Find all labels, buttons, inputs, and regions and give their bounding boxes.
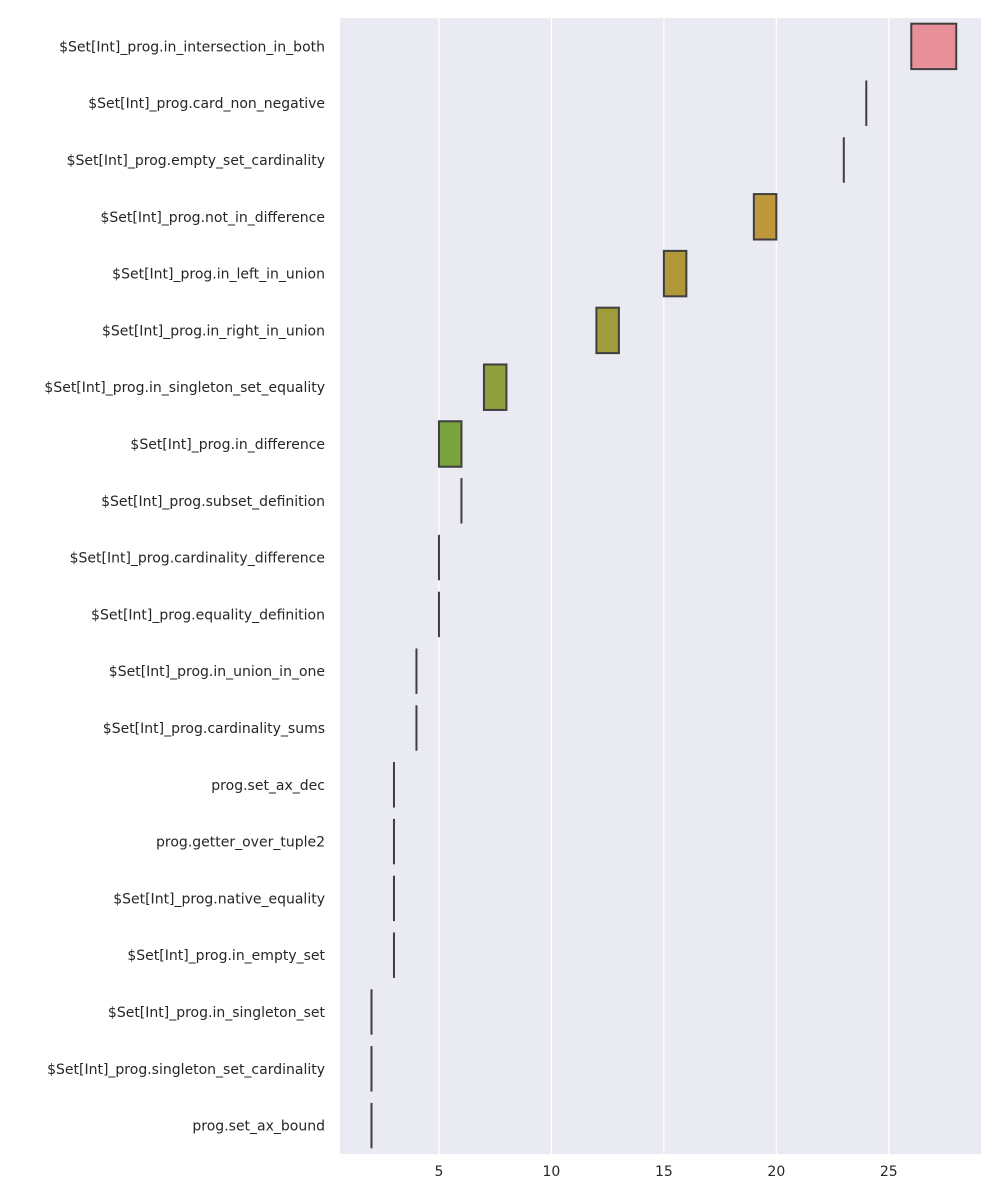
- x-tick-labels: 5 10 15 20 25: [435, 1164, 898, 1180]
- y-tick-label: $Set[Int]_prog.equality_definition: [91, 607, 325, 623]
- box: [437, 420, 463, 468]
- y-tick-label: prog.set_ax_dec: [211, 778, 325, 794]
- y-tick-label: $Set[Int]_prog.in_right_in_union: [102, 323, 325, 339]
- y-tick-label: prog.set_ax_bound: [192, 1119, 325, 1135]
- y-tick-label: $Set[Int]_prog.native_equality: [113, 891, 325, 907]
- y-tick-label: $Set[Int]_prog.in_left_in_union: [112, 267, 325, 283]
- y-tick-label: $Set[Int]_prog.in_singleton_set: [108, 1005, 326, 1021]
- y-tick-label: $Set[Int]_prog.in_difference: [130, 437, 325, 453]
- y-tick-label: prog.getter_over_tuple2: [156, 835, 325, 851]
- y-tick-label: $Set[Int]_prog.singleton_set_cardinality: [47, 1062, 325, 1078]
- x-tick-label: 15: [655, 1164, 673, 1180]
- y-tick-labels: $Set[Int]_prog.in_intersection_in_both $S…: [44, 39, 325, 1134]
- y-tick-label: $Set[Int]_prog.not_in_difference: [100, 210, 325, 226]
- y-tick-label: $Set[Int]_prog.empty_set_cardinality: [67, 153, 325, 169]
- y-tick-label: $Set[Int]_prog.subset_definition: [101, 494, 325, 510]
- box: [595, 306, 620, 355]
- y-tick-label: $Set[Int]_prog.in_union_in_one: [109, 664, 325, 680]
- box: [910, 22, 958, 71]
- box: [482, 363, 508, 411]
- x-tick-label: 10: [543, 1164, 561, 1180]
- y-tick-label: $Set[Int]_prog.card_non_negative: [88, 96, 325, 112]
- boxes: [370, 22, 958, 1149]
- box: [662, 249, 688, 298]
- box: [752, 193, 778, 241]
- y-tick-label: $Set[Int]_prog.in_empty_set: [127, 948, 325, 964]
- y-tick-label: $Set[Int]_prog.in_singleton_set_equality: [44, 380, 325, 396]
- y-tick-label: $Set[Int]_prog.cardinality_difference: [70, 551, 325, 567]
- x-tick-label: 5: [435, 1164, 444, 1180]
- x-tick-label: 20: [767, 1164, 785, 1180]
- x-tick-label: 25: [880, 1164, 898, 1180]
- y-tick-label: $Set[Int]_prog.in_intersection_in_both: [59, 39, 325, 55]
- plot-background: [340, 18, 981, 1154]
- y-tick-label: $Set[Int]_prog.cardinality_sums: [103, 721, 325, 737]
